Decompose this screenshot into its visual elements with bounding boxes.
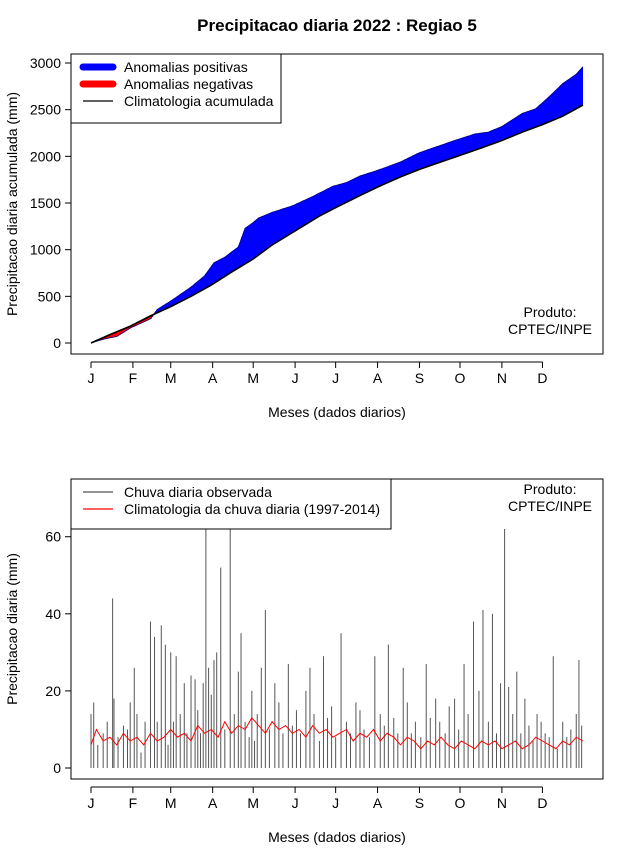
x-tick-label: O — [455, 795, 466, 811]
daily-panel: 0 20 40 60 J F M A M J J A S O N D Meses (dados diarios)… — [4, 478, 604, 845]
y-tick-label: 1000 — [30, 242, 61, 258]
y-axis-label: Precipitacao diaria (mm) — [4, 553, 20, 705]
y-tick-label: 40 — [45, 606, 61, 622]
x-tick-label: A — [208, 795, 218, 811]
cumulative-panel: 0 500 1000 1500 2000 2500 3000 J F M A M J J A S O N D Mese… — [4, 53, 604, 420]
produto-source: CPTEC/INPE — [508, 321, 592, 337]
x-tick-label: J — [88, 370, 95, 386]
x-tick-label: F — [129, 370, 138, 386]
legend-entry: Anomalias negativas — [124, 76, 253, 92]
x-tick-label: A — [373, 795, 383, 811]
legend-entry: Climatologia acumulada — [124, 93, 274, 109]
x-tick-label: A — [373, 370, 383, 386]
climatology-cumulative-line — [90, 104, 584, 344]
x-tick-label: J — [88, 795, 95, 811]
y-tick-label: 3000 — [30, 55, 61, 71]
produto-source: CPTEC/INPE — [508, 498, 592, 514]
x-tick-label: N — [497, 795, 507, 811]
y-tick-label: 500 — [38, 288, 62, 304]
produto-label: Produto: — [524, 304, 577, 320]
x-tick-label: N — [497, 370, 507, 386]
observed-cumulative-line — [90, 66, 584, 344]
x-axis-label: Meses (dados diarios) — [268, 829, 406, 845]
x-tick-label: A — [208, 370, 218, 386]
x-tick-label: S — [415, 370, 424, 386]
legend-box — [70, 478, 392, 530]
x-tick-label: J — [292, 370, 299, 386]
x-tick-label: J — [332, 795, 339, 811]
y-tick-label: 1500 — [30, 195, 61, 211]
x-tick-label: F — [129, 795, 138, 811]
x-tick-label: J — [332, 370, 339, 386]
y-tick-label: 20 — [45, 683, 61, 699]
y-tick-label: 0 — [53, 335, 61, 351]
legend-entry: Climatologia da chuva diaria (1997-2014) — [124, 501, 380, 517]
climatology-daily-line — [90, 717, 584, 750]
chart-title: Precipitacao diaria 2022 : Regiao 5 — [197, 16, 477, 35]
y-tick-label: 60 — [45, 529, 61, 545]
positive-anomaly-area — [91, 66, 583, 343]
produto-label: Produto: — [524, 481, 577, 497]
x-tick-label: M — [247, 795, 259, 811]
x-tick-label: J — [292, 795, 299, 811]
y-tick-label: 2500 — [30, 102, 61, 118]
x-tick-label: M — [247, 370, 259, 386]
legend-entry: Chuva diaria observada — [124, 484, 272, 500]
x-axis-label: Meses (dados diarios) — [268, 404, 406, 420]
x-tick-label: O — [455, 370, 466, 386]
legend-entry: Anomalias positivas — [124, 59, 248, 75]
x-tick-label: S — [415, 795, 424, 811]
x-tick-label: D — [537, 370, 547, 386]
x-tick-label: M — [165, 795, 177, 811]
x-tick-label: M — [165, 370, 177, 386]
y-axis-label: Precipitacao diaria acumulada (mm) — [4, 92, 20, 316]
y-tick-label: 0 — [53, 760, 61, 776]
y-tick-label: 2000 — [30, 148, 61, 164]
x-tick-label: D — [537, 795, 547, 811]
